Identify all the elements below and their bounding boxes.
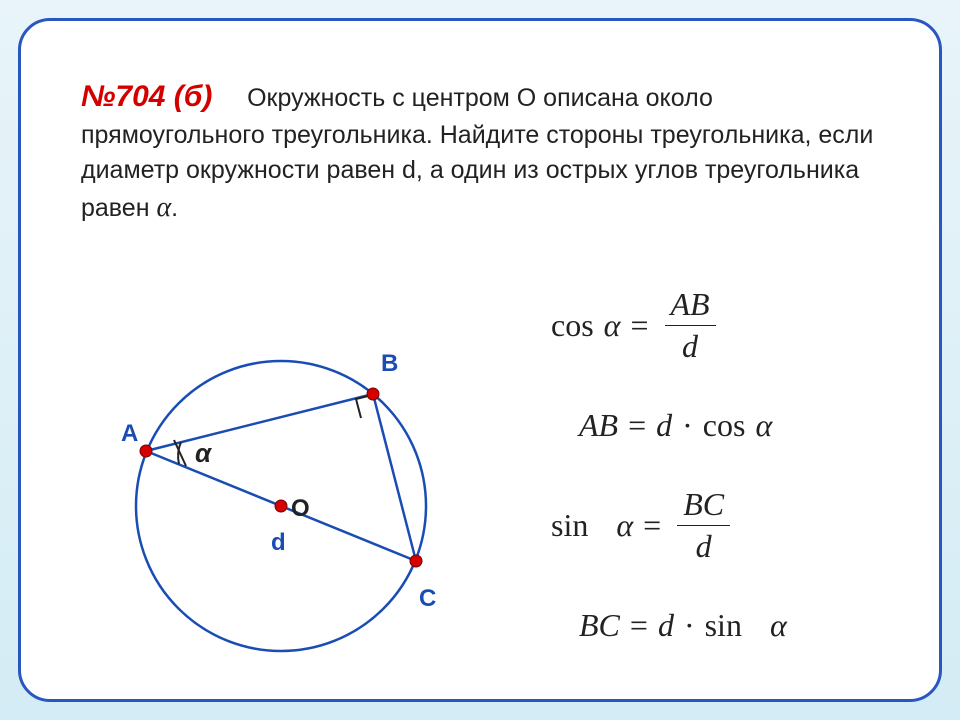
f1-cos: cos <box>551 307 594 344</box>
side-BC <box>373 394 416 561</box>
f3-alpha: α <box>616 507 633 544</box>
label-C: C <box>419 585 436 612</box>
point-B <box>367 388 379 400</box>
f3-frac: BC d <box>677 486 730 565</box>
content-area: №704 (б) Окружность с центром О описана … <box>81 76 879 659</box>
f1-den: d <box>682 326 698 365</box>
f3-num: BC <box>677 486 730 526</box>
f1-eq: = <box>630 307 648 344</box>
label-B: B <box>381 350 398 377</box>
f1-frac: AB d <box>665 286 716 365</box>
formula-2: AB = d · cosα <box>579 407 960 444</box>
label-O: O <box>291 495 310 522</box>
f4-sin: sin <box>705 607 742 644</box>
label-d: d <box>271 529 286 556</box>
f3-eq: = <box>643 507 661 544</box>
f4-lhs: BC <box>579 607 620 644</box>
f2-alpha: α <box>755 407 772 444</box>
f2-dot: · <box>682 407 693 444</box>
f3-sin: sin <box>551 507 588 544</box>
label-alpha: α <box>195 438 213 468</box>
formulas-block: cosα = AB d AB = d · cosα sin α = <box>551 286 960 644</box>
label-A: A <box>121 420 138 447</box>
diagram-svg: A B C O d α <box>101 306 461 676</box>
f2-d: d <box>656 407 672 444</box>
f2-eq: = <box>628 407 646 444</box>
problem-text: №704 (б) Окружность с центром О описана … <box>81 76 879 227</box>
point-C <box>410 555 422 567</box>
f2-cos: cos <box>703 407 746 444</box>
f3-den: d <box>696 526 712 565</box>
formula-1: cosα = AB d <box>551 286 960 365</box>
alpha-symbol: α <box>156 192 171 223</box>
f4-eq: = <box>630 607 648 644</box>
f2-lhs: AB <box>579 407 618 444</box>
f1-alpha: α <box>604 307 621 344</box>
f4-alpha: α <box>770 607 787 644</box>
period: . <box>171 194 178 222</box>
f1-num: AB <box>665 286 716 326</box>
point-A <box>140 445 152 457</box>
f4-dot: · <box>684 607 695 644</box>
formula-3: sin α = BC d <box>551 486 960 565</box>
point-O <box>275 500 287 512</box>
formula-4: BC = d · sin α <box>579 607 960 644</box>
page: №704 (б) Окружность с центром О описана … <box>0 0 960 720</box>
diagram: A B C O d α <box>101 306 461 666</box>
slide-frame: №704 (б) Окружность с центром О описана … <box>18 18 942 702</box>
f4-d: d <box>658 607 674 644</box>
problem-number: №704 (б) <box>81 80 212 113</box>
